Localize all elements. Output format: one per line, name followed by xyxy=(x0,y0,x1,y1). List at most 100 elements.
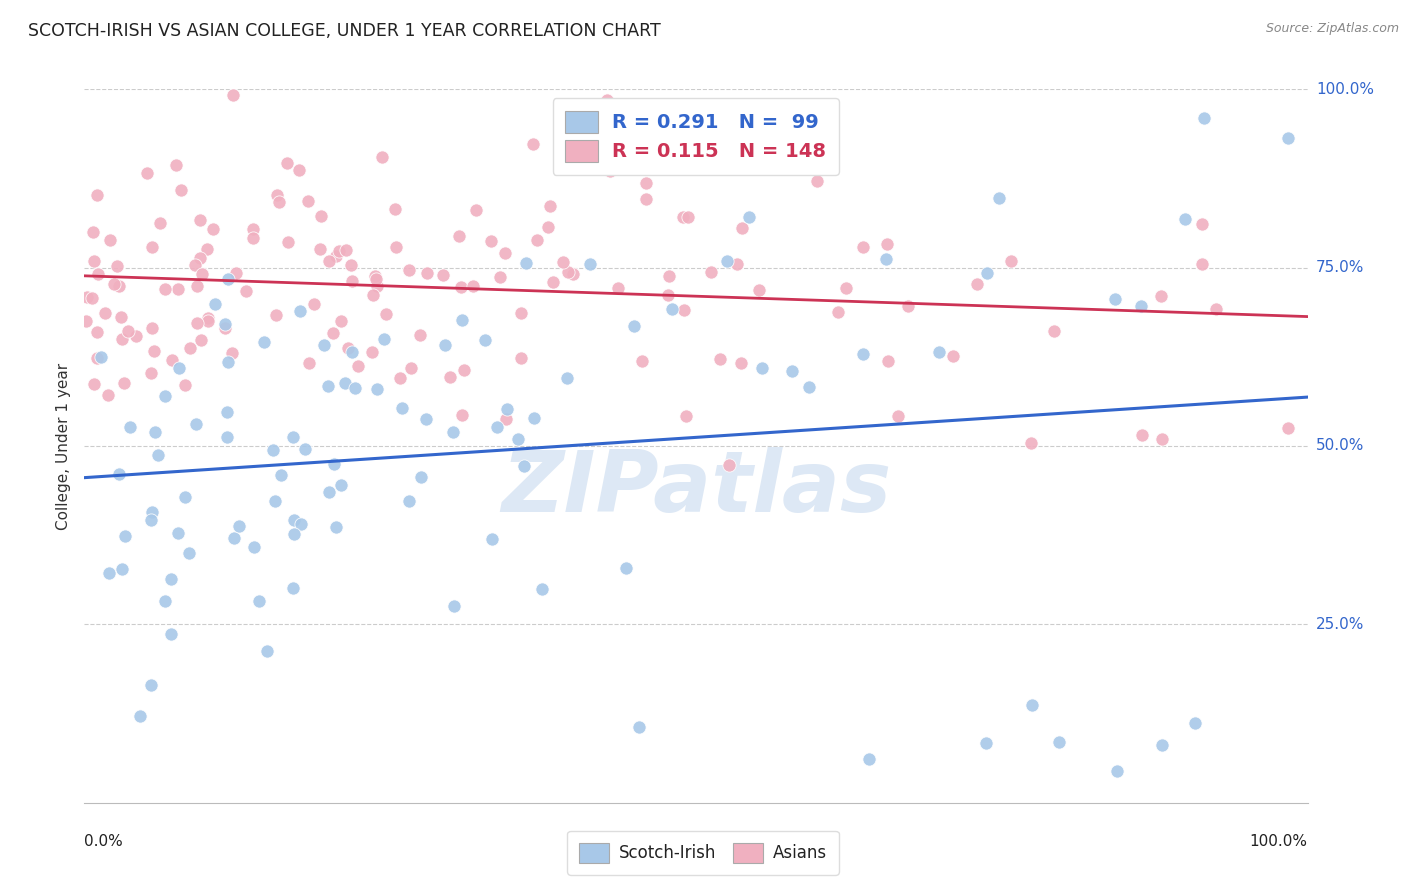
Point xyxy=(1152,738,1174,752)
Point xyxy=(366,279,388,293)
Point xyxy=(195,242,218,256)
Point xyxy=(447,228,470,243)
Point xyxy=(316,378,339,392)
Point xyxy=(515,256,537,270)
Point xyxy=(153,594,176,608)
Point xyxy=(852,346,875,360)
Point xyxy=(561,267,583,281)
Point xyxy=(616,561,638,575)
Text: 50.0%: 50.0% xyxy=(1316,439,1364,453)
Point xyxy=(328,244,350,258)
Point xyxy=(731,221,754,235)
Point xyxy=(1277,131,1299,145)
Point xyxy=(190,333,212,347)
Point xyxy=(464,203,486,218)
Point xyxy=(636,176,658,190)
Point xyxy=(221,346,243,360)
Point xyxy=(526,233,548,247)
Point xyxy=(415,411,437,425)
Point xyxy=(384,202,406,216)
Point xyxy=(344,380,367,394)
Point xyxy=(510,306,533,320)
Point xyxy=(188,212,211,227)
Point xyxy=(748,284,770,298)
Point xyxy=(153,389,176,403)
Point xyxy=(297,194,319,209)
Point xyxy=(167,360,190,375)
Point xyxy=(184,258,207,272)
Point xyxy=(388,370,411,384)
Point xyxy=(657,288,679,302)
Point xyxy=(197,314,219,328)
Point xyxy=(228,519,250,533)
Point xyxy=(709,351,731,366)
Text: 75.0%: 75.0% xyxy=(1316,260,1364,275)
Point xyxy=(630,354,652,368)
Legend: R = 0.291   N =  99, R = 0.115   N = 148: R = 0.291 N = 99, R = 0.115 N = 148 xyxy=(553,98,839,175)
Point xyxy=(1043,324,1066,338)
Point xyxy=(578,257,600,271)
Point xyxy=(364,272,387,286)
Point xyxy=(110,310,132,325)
Point xyxy=(103,277,125,292)
Point xyxy=(366,382,388,396)
Point xyxy=(143,425,166,439)
Point xyxy=(142,343,165,358)
Text: SCOTCH-IRISH VS ASIAN COLLEGE, UNDER 1 YEAR CORRELATION CHART: SCOTCH-IRISH VS ASIAN COLLEGE, UNDER 1 Y… xyxy=(28,22,661,40)
Point xyxy=(875,252,897,266)
Point xyxy=(1205,301,1227,316)
Point xyxy=(111,332,134,346)
Point xyxy=(555,370,578,384)
Point xyxy=(827,304,849,318)
Point xyxy=(443,599,465,613)
Legend: Scotch-Irish, Asians: Scotch-Irish, Asians xyxy=(567,831,839,875)
Point xyxy=(596,93,619,107)
Point xyxy=(340,274,363,288)
Point xyxy=(139,513,162,527)
Point xyxy=(1000,254,1022,268)
Point xyxy=(340,259,363,273)
Point xyxy=(283,581,305,595)
Point xyxy=(373,332,395,346)
Point xyxy=(179,341,201,355)
Point xyxy=(1130,299,1153,313)
Point xyxy=(474,333,496,347)
Point xyxy=(118,419,141,434)
Point xyxy=(217,405,239,419)
Point xyxy=(170,183,193,197)
Y-axis label: College, Under 1 year: College, Under 1 year xyxy=(56,362,72,530)
Point xyxy=(508,432,530,446)
Point xyxy=(314,338,336,352)
Point xyxy=(139,678,162,692)
Point xyxy=(149,216,172,230)
Point xyxy=(450,280,472,294)
Point xyxy=(628,720,651,734)
Point xyxy=(160,572,183,586)
Point xyxy=(363,269,385,284)
Point xyxy=(1174,211,1197,226)
Point xyxy=(146,448,169,462)
Point xyxy=(283,513,305,527)
Point xyxy=(108,279,131,293)
Point xyxy=(363,288,385,302)
Point xyxy=(242,222,264,236)
Point xyxy=(751,360,773,375)
Point xyxy=(141,366,163,380)
Point xyxy=(114,529,136,543)
Point xyxy=(738,210,761,224)
Point xyxy=(537,220,560,235)
Point xyxy=(167,282,190,296)
Point xyxy=(225,266,247,280)
Point xyxy=(217,271,239,285)
Point xyxy=(1150,289,1173,303)
Text: 25.0%: 25.0% xyxy=(1316,617,1364,632)
Point xyxy=(330,314,353,328)
Point xyxy=(174,491,197,505)
Point xyxy=(897,300,920,314)
Point xyxy=(673,302,696,317)
Point xyxy=(276,155,298,169)
Point xyxy=(489,269,512,284)
Point xyxy=(725,257,748,271)
Point xyxy=(197,310,219,325)
Point xyxy=(82,292,104,306)
